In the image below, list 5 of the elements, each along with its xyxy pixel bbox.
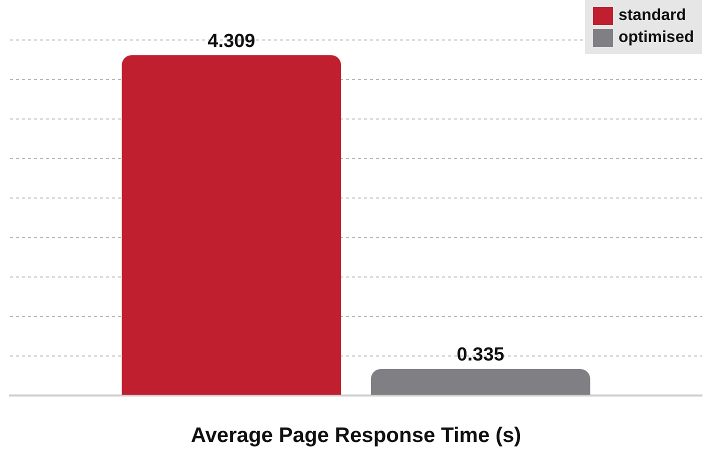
data-label: 0.335: [456, 344, 505, 366]
legend-label: optimised: [618, 28, 694, 48]
data-label: 4.309: [208, 30, 256, 52]
legend-label: standard: [618, 6, 686, 26]
x-axis-title: Average Page Response Time (s): [190, 424, 522, 448]
